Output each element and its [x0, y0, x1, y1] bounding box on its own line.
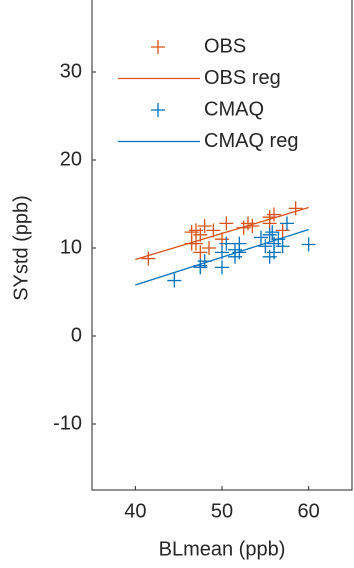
- legend-marker: [151, 103, 165, 117]
- marker: [232, 245, 247, 260]
- x-tick-label: 50: [211, 500, 233, 522]
- marker: [262, 227, 277, 242]
- marker: [254, 230, 268, 245]
- marker: [267, 207, 281, 222]
- x-tick-label: 40: [124, 500, 146, 522]
- y-tick-label: 30: [60, 60, 82, 82]
- legend-marker: [151, 40, 165, 54]
- y-tick-label: 0: [71, 324, 82, 346]
- marker: [193, 260, 208, 275]
- marker: [189, 223, 203, 238]
- legend-label: OBS reg: [204, 67, 281, 89]
- marker: [219, 236, 234, 251]
- y-axis-label: SYstd (ppb): [10, 195, 32, 301]
- marker: [219, 216, 234, 231]
- legend-label: CMAQ: [204, 98, 264, 120]
- marker: [275, 239, 290, 254]
- regression-line: [135, 228, 309, 286]
- marker: [193, 245, 208, 260]
- marker: [141, 251, 156, 266]
- legend-label: OBS: [204, 35, 246, 57]
- marker: [301, 237, 316, 252]
- marker: [258, 239, 273, 254]
- marker: [280, 216, 294, 231]
- regression-line: [135, 206, 309, 261]
- marker: [288, 201, 303, 216]
- marker: [167, 273, 182, 288]
- marker: [215, 260, 229, 275]
- legend-label: CMAQ reg: [204, 130, 298, 152]
- y-tick-label: 10: [60, 236, 82, 258]
- marker: [206, 223, 221, 238]
- marker: [275, 223, 290, 238]
- y-tick-label: -10: [53, 412, 82, 434]
- marker: [202, 241, 216, 255]
- x-axis-label: BLmean (ppb): [159, 538, 286, 560]
- x-tick-label: 60: [298, 500, 320, 522]
- y-tick-label: 20: [60, 148, 82, 170]
- marker: [197, 219, 212, 233]
- marker: [265, 225, 280, 240]
